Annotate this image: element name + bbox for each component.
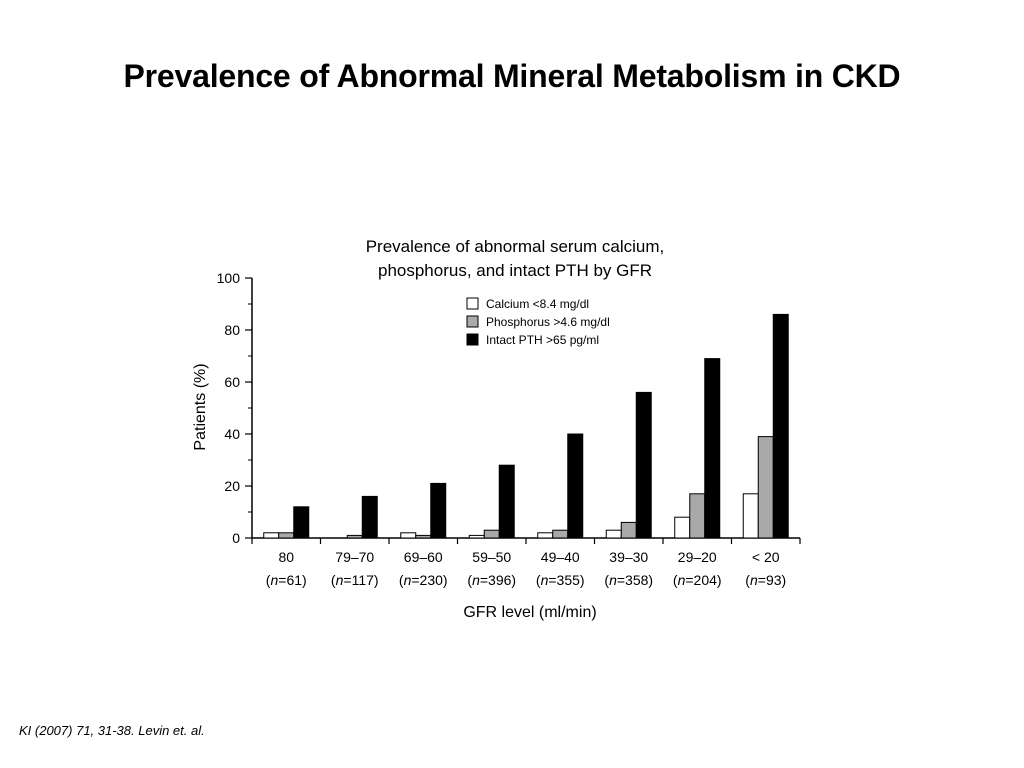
bar-calcium bbox=[605, 529, 622, 539]
n-label: (n=204) bbox=[673, 572, 722, 588]
bar-phosphorus bbox=[552, 529, 569, 539]
legend: Calcium <8.4 mg/dl Phosphorus >4.6 mg/dl I… bbox=[466, 297, 610, 347]
bar-phosphorus bbox=[415, 534, 432, 539]
legend-swatch bbox=[466, 315, 479, 328]
y-axis-title: Patients (%) bbox=[192, 363, 209, 450]
chart-title-line-1: Prevalence of abnormal serum calcium, bbox=[366, 237, 665, 256]
n-label: (n=117) bbox=[331, 572, 379, 588]
bar-calcium bbox=[674, 516, 691, 539]
x-tick-label: 39–30 bbox=[609, 549, 648, 565]
n-label: (n=358) bbox=[604, 572, 653, 588]
y-tick-label: 40 bbox=[224, 426, 240, 442]
bar-pth bbox=[361, 495, 378, 539]
bar-calcium bbox=[263, 532, 280, 539]
bar-phosphorus bbox=[483, 529, 500, 539]
n-label: (n=93) bbox=[745, 572, 786, 588]
bar-phosphorus bbox=[620, 521, 637, 539]
bar-pth bbox=[293, 506, 310, 539]
bar-calcium bbox=[742, 493, 759, 539]
x-tick-label: 79–70 bbox=[335, 549, 374, 565]
bar-pth bbox=[635, 391, 652, 539]
x-tick-label: < 20 bbox=[752, 549, 780, 565]
bar-pth bbox=[430, 482, 447, 539]
x-tick-label: 29–20 bbox=[678, 549, 717, 565]
y-tick-label: 60 bbox=[224, 374, 240, 390]
legend-swatch bbox=[466, 333, 479, 346]
n-label: (n=396) bbox=[467, 572, 516, 588]
y-tick-label: 80 bbox=[224, 322, 240, 338]
bar-phosphorus bbox=[757, 436, 774, 539]
bar-calcium bbox=[468, 534, 485, 539]
bar-pth bbox=[704, 358, 721, 539]
n-label: (n=230) bbox=[399, 572, 448, 588]
legend-swatch bbox=[466, 297, 479, 310]
legend-label: Intact PTH >65 pg/ml bbox=[486, 333, 599, 347]
bar-pth bbox=[498, 464, 515, 539]
bar-phosphorus bbox=[278, 532, 295, 539]
chart-title-line-2: phosphorus, and intact PTH by GFR bbox=[378, 261, 652, 280]
y-tick-label: 0 bbox=[232, 530, 240, 546]
x-tick-label: 69–60 bbox=[404, 549, 443, 565]
axes: 0 20 40 60 80 100 bbox=[217, 270, 801, 546]
bar-calcium bbox=[537, 532, 554, 539]
x-tick-label: 80 bbox=[278, 549, 294, 565]
y-tick-label: 100 bbox=[217, 270, 241, 286]
bar-pth bbox=[772, 313, 789, 539]
slide-title: Prevalence of Abnormal Mineral Metabolis… bbox=[123, 58, 901, 94]
bar-phosphorus bbox=[689, 493, 706, 539]
legend-label: Calcium <8.4 mg/dl bbox=[486, 297, 589, 311]
bars bbox=[263, 313, 789, 539]
n-label: (n=61) bbox=[266, 572, 307, 588]
bar-phosphorus bbox=[346, 534, 363, 539]
x-tick-label: 59–50 bbox=[472, 549, 511, 565]
citation: KI (2007) 71, 31-38. Levin et. al. bbox=[19, 723, 205, 738]
axis-labels: 80 (n=61) 79–70 (n=117) 69–60 (n=230) 59–50 (n=… bbox=[266, 549, 786, 588]
y-tick-label: 20 bbox=[224, 478, 240, 494]
n-label: (n=355) bbox=[536, 572, 585, 588]
legend-label: Phosphorus >4.6 mg/dl bbox=[486, 315, 610, 329]
bar-calcium bbox=[400, 532, 417, 539]
bar-pth bbox=[567, 433, 584, 539]
x-tick-label: 49–40 bbox=[541, 549, 580, 565]
x-axis-title: GFR level (ml/min) bbox=[463, 604, 596, 621]
